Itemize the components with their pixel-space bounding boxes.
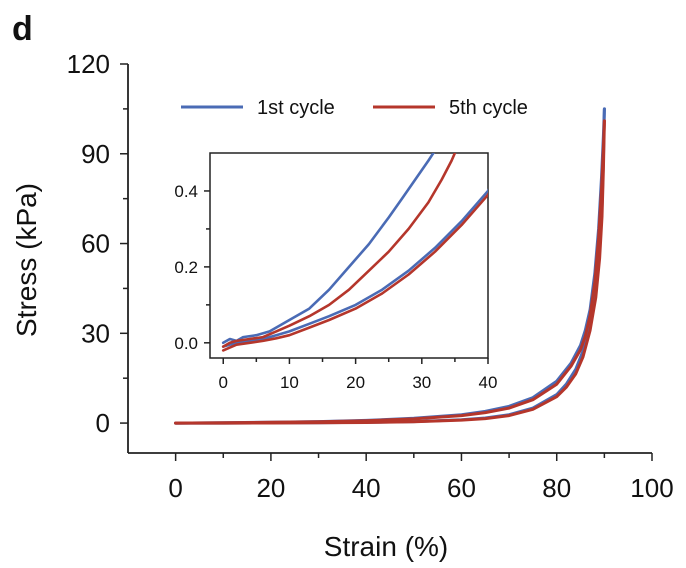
y-axis-title: Stress (kPa): [11, 183, 42, 337]
legend: 1st cycle 5th cycle: [181, 97, 528, 119]
legend-label-1st-cycle: 1st cycle: [257, 97, 335, 119]
inset-series-1st-cycle-loading: [221, 153, 435, 345]
y-tick-label: 30: [81, 318, 110, 348]
legend-label-5th-cycle: 5th cycle: [449, 97, 528, 119]
inset-x-tick-label: 40: [479, 373, 498, 392]
inset-y-tick-label: 0.4: [174, 182, 198, 201]
x-axis-title: Strain (%): [324, 531, 448, 562]
x-tick-label: 0: [168, 473, 182, 503]
panel-label: d: [12, 10, 33, 48]
y-tick-label: 120: [67, 49, 110, 79]
inset-curves: [221, 153, 488, 352]
inset-x-tick-label: 20: [346, 373, 365, 392]
inset-series-1st-cycle-unloading: [221, 188, 488, 348]
y-tick-label: 90: [81, 139, 110, 169]
main-curves: [174, 107, 606, 425]
inset-y-tick-label: 0.0: [174, 334, 198, 353]
inset-x-tick-label: 0: [219, 373, 228, 392]
inset-frame: [209, 152, 489, 359]
x-tick-label: 80: [542, 473, 571, 503]
x-tick-label: 40: [352, 473, 381, 503]
series-5th-cycle-unloading: [174, 119, 606, 425]
inset-axes: 0 10 20 30 40 0.0 0.2 0.4: [174, 152, 498, 392]
x-tick-label: 100: [630, 473, 673, 503]
y-tick-label: 60: [81, 229, 110, 259]
inset-series-5th-cycle-loading: [221, 153, 457, 348]
y-tick-label: 0: [96, 408, 110, 438]
inset-series-5th-cycle-unloading: [221, 192, 488, 352]
inset-x-tick-label: 10: [280, 373, 299, 392]
x-tick-label: 20: [256, 473, 285, 503]
x-tick-label: 60: [447, 473, 476, 503]
inset-y-tick-label: 0.2: [174, 258, 198, 277]
inset-x-tick-label: 30: [412, 373, 431, 392]
